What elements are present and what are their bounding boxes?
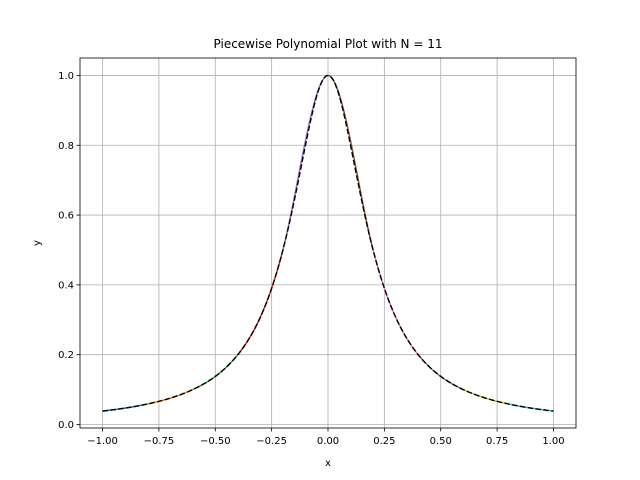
x-axis-label: x bbox=[325, 458, 331, 469]
y-tick-label: 0.0 bbox=[58, 420, 74, 431]
poly-segment-1 bbox=[102, 403, 148, 412]
x-tick-label: 0.75 bbox=[486, 436, 508, 447]
x-tick-label: −0.75 bbox=[144, 436, 175, 447]
x-tick-label: 0.00 bbox=[317, 436, 339, 447]
y-tick-label: 0.2 bbox=[58, 350, 74, 361]
poly-segment-2 bbox=[147, 388, 194, 405]
curves bbox=[102, 74, 554, 412]
x-tick-label: 1.00 bbox=[542, 436, 564, 447]
x-tick-label: 0.50 bbox=[430, 436, 452, 447]
y-tick-label: 1.0 bbox=[58, 71, 74, 82]
y-tick-label: 0.8 bbox=[58, 141, 74, 152]
x-tick-label: −0.25 bbox=[256, 436, 287, 447]
x-tick-label: −1.00 bbox=[87, 436, 118, 447]
x-tick-label: −0.50 bbox=[200, 436, 231, 447]
y-tick-label: 0.4 bbox=[58, 280, 74, 291]
x-ticks: −1.00 −0.75 −0.50 −0.25 0.00 0.25 0.50 0.75 1.00 bbox=[87, 428, 565, 447]
reference-function-line bbox=[102, 74, 554, 412]
chart-title: Piecewise Polynomial Plot with N = 11 bbox=[214, 37, 443, 51]
x-tick-label: 0.25 bbox=[373, 436, 395, 447]
y-tick-label: 0.6 bbox=[58, 211, 74, 222]
y-axis-label: y bbox=[32, 240, 43, 246]
y-ticks: 0.0 0.2 0.4 0.6 0.8 1.0 bbox=[58, 71, 80, 431]
grid bbox=[80, 58, 576, 428]
